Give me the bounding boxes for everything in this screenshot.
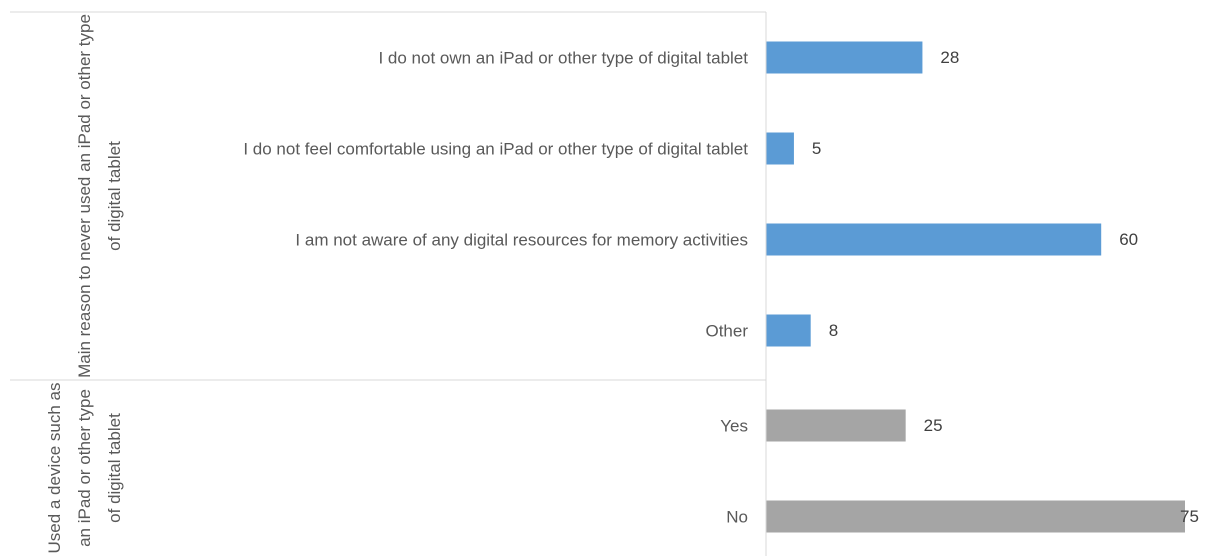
bar (766, 409, 906, 442)
bar (766, 41, 923, 74)
data-label: 25 (923, 415, 943, 435)
group-label: Used a device such as an iPad or other t… (45, 382, 124, 554)
bar (766, 500, 1185, 533)
data-label: 28 (940, 47, 960, 67)
category-label: I do not own an iPad or other type of di… (378, 48, 748, 67)
category-label: I am not aware of any digital resources … (295, 230, 748, 249)
category-label: Other (705, 321, 748, 340)
data-label: 75 (1180, 506, 1199, 526)
data-label: 5 (811, 138, 822, 158)
category-label: No (726, 507, 748, 526)
bar (766, 132, 794, 165)
category-label: I do not feel comfortable using an iPad … (243, 139, 748, 158)
bar (766, 223, 1102, 256)
data-label: 60 (1119, 229, 1139, 249)
category-label: Yes (720, 416, 748, 435)
data-label: 8 (828, 320, 839, 340)
group-label: Main reason to never used an iPad or oth… (75, 14, 124, 378)
bar (766, 314, 811, 347)
